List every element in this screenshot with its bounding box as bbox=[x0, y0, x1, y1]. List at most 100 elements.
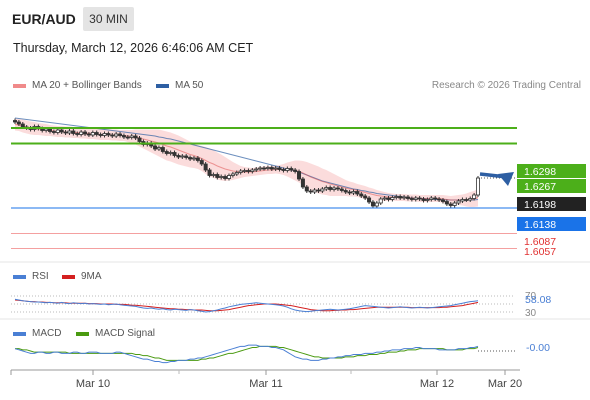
candle-body bbox=[289, 168, 294, 171]
candle-body bbox=[335, 187, 340, 190]
candle-body bbox=[188, 157, 193, 160]
legend-rsi: RSI bbox=[13, 271, 49, 282]
candle-body bbox=[382, 197, 387, 200]
candle-body bbox=[195, 157, 200, 161]
level-label-resistance: 1.6298 bbox=[524, 166, 556, 178]
candle-body bbox=[153, 145, 158, 150]
candle-body bbox=[374, 202, 379, 207]
candle-body bbox=[230, 173, 235, 176]
candle-body bbox=[464, 199, 469, 201]
macd-signal-swatch bbox=[76, 331, 89, 336]
candle-body bbox=[308, 190, 313, 193]
candle-body bbox=[215, 174, 220, 178]
candle-body bbox=[199, 160, 204, 165]
candle-body bbox=[320, 188, 325, 192]
macd-swatch bbox=[13, 331, 26, 336]
candle-body bbox=[269, 167, 274, 170]
candle-body bbox=[444, 201, 449, 205]
candle-body bbox=[118, 133, 123, 136]
candle-body bbox=[398, 196, 403, 199]
candle-body bbox=[324, 187, 329, 190]
level-label-last: 1.6198 bbox=[524, 199, 556, 211]
candle-body bbox=[460, 199, 465, 202]
date-time: Thursday, March 12, 2026 6:46:06 AM CET bbox=[13, 41, 254, 55]
level-label-support: 1.6057 bbox=[524, 246, 556, 258]
candle-body bbox=[258, 167, 263, 170]
candle-body bbox=[417, 197, 422, 200]
candle-body bbox=[172, 152, 177, 156]
candle-body bbox=[277, 167, 282, 170]
candle-body bbox=[207, 169, 212, 176]
candle-body bbox=[51, 131, 56, 133]
candle-body bbox=[448, 203, 453, 206]
candle-body bbox=[98, 134, 103, 136]
candle-body bbox=[304, 186, 309, 192]
candle-body bbox=[110, 134, 115, 137]
candle-body bbox=[79, 131, 84, 135]
candle-body bbox=[312, 189, 317, 193]
candle-body bbox=[468, 198, 473, 201]
legend-macd-signal-label: MACD Signal bbox=[95, 328, 156, 339]
forecast-arrow-head bbox=[498, 172, 514, 186]
candle-body bbox=[281, 169, 286, 171]
rsi-level-70: 70 bbox=[525, 291, 537, 302]
candle-body bbox=[71, 130, 76, 134]
level-label-pivot: 1.6138 bbox=[524, 219, 556, 231]
candle-body bbox=[203, 163, 208, 171]
legend-macd: MACD bbox=[13, 328, 61, 339]
candle-body bbox=[413, 197, 418, 200]
candle-body bbox=[429, 197, 434, 200]
candle-body bbox=[437, 198, 442, 201]
timeframe-button[interactable]: 30 MIN bbox=[83, 7, 134, 31]
ma20-swatch bbox=[13, 83, 26, 88]
candle-body bbox=[273, 167, 278, 170]
candle-body bbox=[86, 133, 91, 136]
credit-text: Research © 2026 Trading Central bbox=[431, 80, 581, 91]
candle-body bbox=[386, 197, 391, 200]
candle-body bbox=[409, 198, 414, 200]
candle-body bbox=[16, 121, 21, 125]
candle-body bbox=[114, 133, 119, 137]
candle-body bbox=[67, 130, 72, 134]
candle-body bbox=[359, 193, 364, 197]
candle-body bbox=[90, 132, 95, 136]
x-tick-label: Mar 12 bbox=[420, 378, 454, 390]
level-badge-resistance bbox=[517, 164, 586, 178]
candle-body bbox=[363, 195, 368, 199]
candle-body bbox=[425, 199, 430, 201]
symbol-title: EUR/AUD bbox=[12, 11, 76, 27]
candle-body bbox=[133, 135, 138, 139]
candle-body bbox=[83, 131, 88, 135]
candle-body bbox=[339, 188, 344, 191]
legend-ma50-label: MA 50 bbox=[175, 80, 204, 91]
rsi-ma-swatch bbox=[62, 274, 75, 279]
candle-body bbox=[238, 170, 243, 173]
candle-body bbox=[433, 197, 438, 200]
candle-body bbox=[129, 135, 134, 138]
candle-body bbox=[94, 132, 99, 135]
candle-body bbox=[343, 190, 348, 193]
candle-body bbox=[48, 128, 53, 132]
bollinger-band bbox=[15, 118, 478, 207]
candle-body bbox=[55, 129, 60, 133]
candle-body bbox=[265, 167, 270, 169]
candle-body bbox=[300, 178, 305, 188]
x-tick-label: Mar 10 bbox=[76, 378, 110, 390]
ma50-swatch bbox=[156, 83, 169, 88]
legend-rsi-label: RSI bbox=[32, 271, 49, 282]
candle-body bbox=[402, 196, 407, 199]
candle-body bbox=[316, 189, 321, 192]
rsi-level-30: 30 bbox=[525, 308, 537, 319]
candle-body bbox=[102, 133, 107, 136]
candle-body bbox=[12, 120, 17, 123]
candle-body bbox=[246, 170, 251, 172]
candle-body bbox=[355, 191, 360, 195]
macd-signal-line bbox=[15, 345, 479, 361]
candle-body bbox=[378, 198, 383, 204]
candle-body bbox=[137, 137, 142, 142]
candle-body bbox=[164, 151, 169, 154]
candle-body bbox=[370, 201, 375, 207]
legend-ma20: MA 20 + Bollinger Bands bbox=[13, 80, 142, 91]
candle-body bbox=[168, 152, 173, 154]
